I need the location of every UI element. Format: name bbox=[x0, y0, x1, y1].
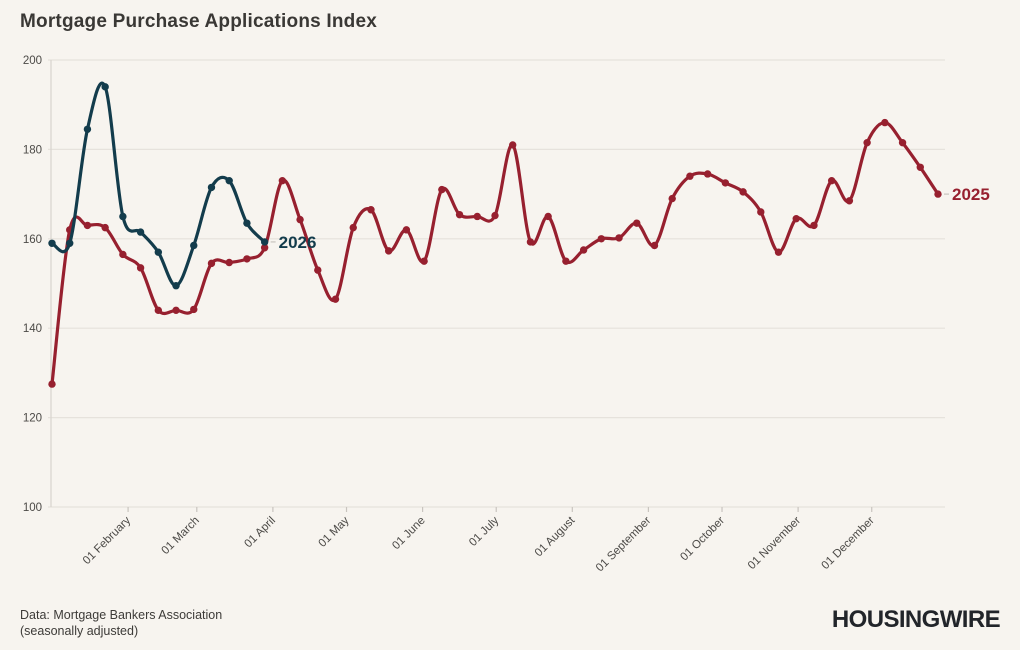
data-point-2026 bbox=[243, 219, 251, 227]
data-point-2025 bbox=[367, 206, 375, 214]
data-point-2025 bbox=[650, 241, 659, 250]
data-point-2025 bbox=[526, 238, 535, 246]
data-point-2025 bbox=[314, 266, 322, 274]
data-point-2026 bbox=[190, 241, 198, 250]
data-point-2025 bbox=[562, 257, 570, 265]
y-tick-label: 100 bbox=[23, 502, 42, 514]
data-point-2026 bbox=[101, 83, 109, 91]
data-point-2025 bbox=[881, 118, 889, 127]
y-tick-label: 120 bbox=[23, 413, 42, 425]
data-point-2025 bbox=[420, 257, 428, 265]
data-point-2025 bbox=[349, 223, 357, 232]
chart-title: Mortgage Purchase Applications Index bbox=[20, 11, 378, 32]
x-tick-label: 01 May bbox=[316, 514, 351, 549]
data-point-2025 bbox=[774, 248, 783, 256]
x-tick-label: 01 July bbox=[467, 514, 501, 548]
data-point-2026 bbox=[154, 248, 163, 256]
x-tick-label: 01 October bbox=[678, 515, 727, 564]
data-point-2025 bbox=[455, 210, 464, 219]
data-point-2026 bbox=[260, 238, 269, 246]
data-point-2025 bbox=[101, 223, 109, 232]
x-tick-label: 01 August bbox=[533, 514, 578, 559]
housingwire-logo: HOUSINGWIRE bbox=[831, 606, 1001, 633]
data-point-2025 bbox=[190, 305, 198, 314]
x-tick-label: 01 December bbox=[820, 515, 877, 572]
source-note-line1: Data: Mortgage Bankers Association bbox=[20, 608, 223, 622]
data-point-2025 bbox=[597, 235, 606, 243]
series-label-2025: 2025 bbox=[952, 185, 990, 204]
data-point-2025 bbox=[686, 172, 694, 180]
data-point-2025 bbox=[827, 176, 836, 185]
x-tick-label: 01 June bbox=[390, 515, 427, 552]
data-point-2026 bbox=[172, 282, 180, 290]
data-point-2025 bbox=[544, 212, 552, 221]
y-tick-label: 140 bbox=[23, 323, 42, 335]
data-point-2025 bbox=[384, 247, 393, 255]
data-point-2025 bbox=[243, 255, 251, 263]
data-point-2025 bbox=[703, 170, 712, 178]
data-point-2025 bbox=[633, 219, 641, 227]
data-point-2026 bbox=[66, 239, 74, 247]
x-tick-label: 01 February bbox=[81, 514, 134, 567]
data-point-2025 bbox=[154, 306, 163, 315]
source-note: Data: Mortgage Bankers Association (seas… bbox=[20, 607, 222, 639]
data-point-2025 bbox=[845, 197, 854, 205]
x-tick-label: 01 March bbox=[160, 515, 202, 557]
y-tick-label: 180 bbox=[23, 144, 42, 156]
data-point-2025 bbox=[810, 221, 818, 230]
data-point-2026 bbox=[119, 212, 127, 221]
data-point-2025 bbox=[668, 194, 676, 203]
data-point-2025 bbox=[331, 295, 340, 303]
data-point-2026 bbox=[207, 183, 216, 192]
data-point-2025 bbox=[278, 176, 287, 185]
series-label-2026: 2026 bbox=[279, 233, 317, 252]
data-point-2025 bbox=[172, 306, 180, 315]
data-point-2025 bbox=[863, 138, 871, 147]
data-point-2025 bbox=[757, 208, 765, 216]
data-point-2025 bbox=[438, 185, 446, 194]
data-point-2026 bbox=[48, 239, 56, 247]
data-point-2025 bbox=[615, 234, 623, 242]
y-tick-label: 160 bbox=[23, 234, 42, 246]
data-point-2025 bbox=[491, 211, 499, 220]
data-point-2026 bbox=[83, 125, 92, 133]
data-point-2025 bbox=[739, 188, 747, 196]
data-point-2025 bbox=[934, 190, 942, 198]
data-point-2025 bbox=[136, 264, 145, 272]
data-point-2025 bbox=[207, 259, 216, 268]
data-point-2025 bbox=[83, 221, 92, 230]
series-2025-line bbox=[50, 120, 940, 386]
data-point-2025 bbox=[579, 246, 588, 254]
data-point-2025 bbox=[48, 380, 56, 388]
data-point-2025 bbox=[473, 212, 481, 221]
data-point-2025 bbox=[225, 258, 233, 267]
data-point-2026 bbox=[225, 176, 233, 185]
source-note-line2: (seasonally adjusted) bbox=[20, 624, 139, 638]
data-point-2025 bbox=[402, 226, 411, 234]
y-tick-label: 200 bbox=[23, 55, 42, 67]
data-point-2025 bbox=[792, 214, 800, 223]
data-point-2025 bbox=[898, 138, 907, 147]
data-point-2025 bbox=[721, 179, 730, 187]
data-point-2025 bbox=[119, 250, 127, 259]
data-point-2025 bbox=[260, 244, 269, 252]
data-point-2025 bbox=[916, 163, 924, 171]
x-tick-label: 01 September bbox=[594, 515, 654, 575]
data-point-2026 bbox=[136, 228, 145, 236]
data-point-2025 bbox=[296, 215, 304, 224]
x-tick-label: 01 November bbox=[746, 515, 803, 572]
x-tick-label: 01 April bbox=[242, 515, 278, 551]
data-point-2025 bbox=[509, 141, 517, 149]
